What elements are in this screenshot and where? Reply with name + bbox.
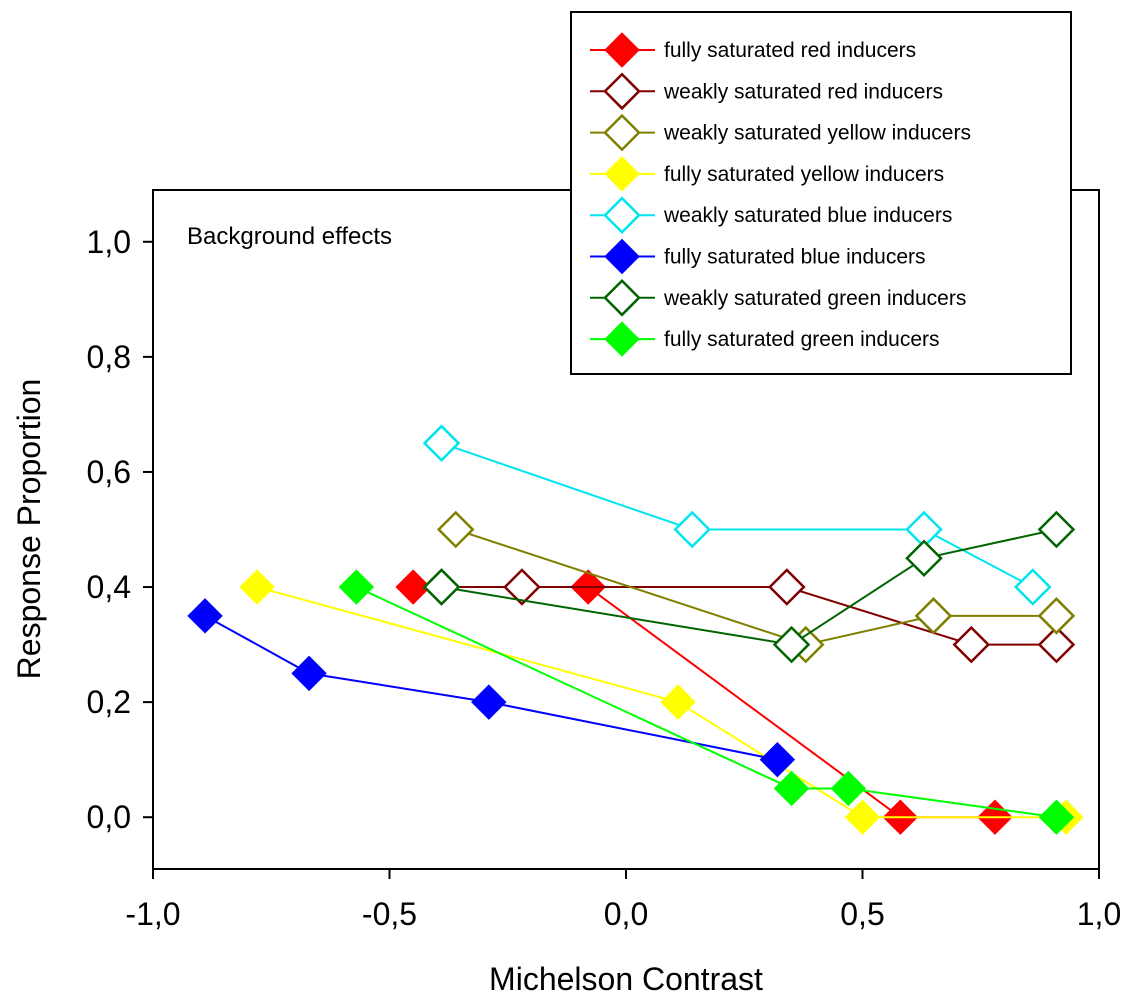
legend-label: weakly saturated red inducers	[663, 80, 943, 103]
y-axis-title: Response Proportion	[11, 379, 47, 680]
data-point	[905, 539, 943, 578]
data-point	[1037, 597, 1076, 635]
data-point	[436, 510, 475, 549]
legend-marker	[604, 32, 640, 68]
data-point	[239, 569, 275, 605]
y-tick-label: 1,0	[87, 224, 131, 260]
data-point	[1037, 510, 1076, 549]
legend-label: fully saturated yellow inducers	[664, 163, 944, 186]
data-point	[338, 569, 375, 605]
series-line	[441, 528, 1057, 646]
series-layer	[187, 424, 1084, 835]
legend-label: weakly saturated green inducers	[663, 287, 966, 310]
y-tick-label: 0,4	[87, 569, 131, 605]
legend-entry: weakly saturated blue inducers	[590, 196, 952, 234]
x-tick-label: -1,0	[125, 896, 180, 932]
data-point	[772, 625, 811, 664]
series-5	[422, 424, 1052, 606]
series-line	[441, 442, 1034, 588]
x-tick-label: 0,0	[604, 896, 648, 932]
data-point	[291, 655, 327, 692]
y-tick-label: 0,2	[87, 684, 131, 720]
legend-marker	[603, 196, 641, 234]
x-tick-label: -0,5	[362, 896, 417, 932]
legend-marker	[603, 279, 641, 317]
y-tick-label: 0,0	[87, 799, 131, 835]
legend-marker	[604, 156, 640, 192]
series-line	[204, 614, 778, 761]
series-7	[422, 510, 1076, 664]
legend-box	[570, 11, 1072, 375]
legend-marker	[604, 321, 640, 357]
series-line	[355, 586, 1057, 819]
legend-label: fully saturated blue inducers	[664, 246, 926, 269]
legend: fully saturated red inducers weakly satur…	[570, 11, 1072, 375]
legend-entry: weakly saturated green inducers	[590, 279, 966, 317]
legend-marker	[604, 238, 640, 275]
data-point	[773, 770, 810, 807]
legend-entry: fully saturated yellow inducers	[590, 156, 944, 192]
data-point	[395, 569, 431, 605]
data-point	[503, 568, 541, 606]
legend-marker	[603, 113, 641, 152]
data-point	[759, 741, 796, 778]
x-axis: -1,0 -0,5 0,0 0,5 1,0	[125, 869, 1121, 932]
data-point	[187, 598, 223, 634]
data-point	[422, 568, 461, 606]
x-tick-label: 1,0	[1077, 896, 1121, 932]
legend-label: weakly saturated blue inducers	[663, 204, 952, 227]
legend-entry: fully saturated red inducers	[590, 32, 916, 68]
data-point	[914, 597, 953, 635]
legend-marker	[603, 72, 641, 111]
x-axis-title: Michelson Contrast	[489, 961, 763, 997]
series-8	[338, 569, 1075, 835]
legend-label: fully saturated green inducers	[664, 328, 940, 351]
legend-label: fully saturated red inducers	[664, 39, 916, 62]
data-point	[422, 424, 461, 462]
legend-entry: weakly saturated red inducers	[590, 72, 943, 111]
data-point	[952, 625, 991, 664]
legend-entry: fully saturated green inducers	[590, 321, 940, 357]
legend-entry: weakly saturated yellow inducers	[590, 113, 971, 152]
chart-annotation: Background effects	[187, 223, 392, 250]
x-tick-label: 0,5	[840, 896, 884, 932]
y-axis: 0,0 0,2 0,4 0,6 0,8 1,0	[87, 224, 153, 835]
data-point	[844, 799, 881, 835]
data-point	[768, 568, 806, 606]
data-point	[830, 770, 867, 807]
data-point	[471, 684, 507, 720]
legend-entry: fully saturated blue inducers	[590, 238, 926, 275]
data-point	[1014, 568, 1052, 606]
legend-label: weakly saturated yellow inducers	[663, 122, 971, 145]
data-point	[660, 684, 696, 720]
data-point	[1038, 799, 1075, 835]
y-tick-label: 0,6	[87, 454, 131, 490]
data-point	[673, 510, 711, 549]
y-tick-label: 0,8	[87, 339, 131, 375]
data-point	[1037, 625, 1076, 664]
series-line	[455, 528, 1057, 646]
series-6	[187, 598, 796, 778]
